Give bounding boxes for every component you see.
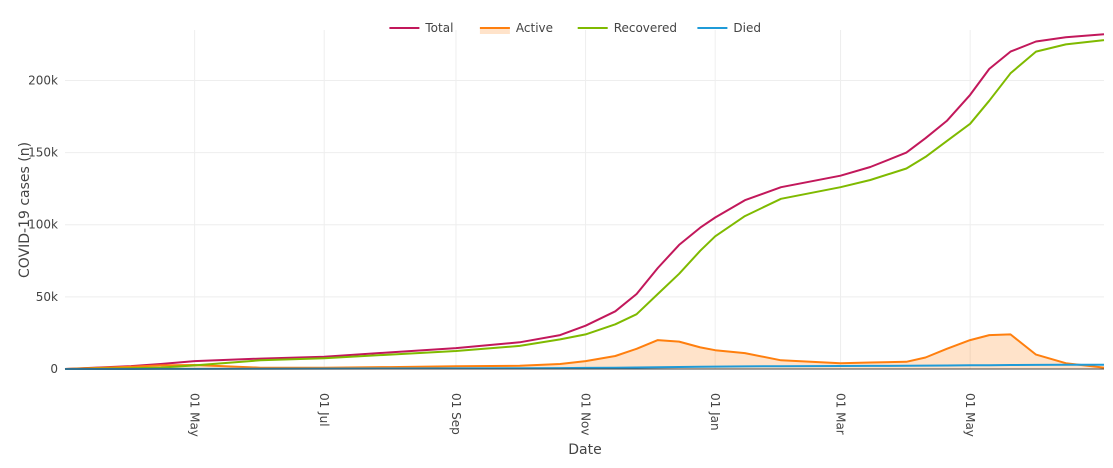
x-tick-label: 01 Mar — [834, 393, 848, 435]
legend-label: Active — [516, 21, 553, 35]
x-axis-ticks: 01 May 01 Jul 01 Sep 01 Nov 01 Jan 01 Mar 01 M… — [188, 393, 978, 437]
legend-label: Recovered — [614, 21, 677, 35]
series-line-total — [64, 33, 1105, 370]
x-tick-label: 01 May — [188, 393, 202, 437]
y-tick-label: 200k — [28, 73, 58, 87]
gridlines — [65, 30, 1104, 369]
x-tick-label: 01 Jul — [317, 393, 331, 427]
y-tick-label: 0 — [50, 362, 58, 376]
legend-label: Total — [424, 21, 453, 35]
legend: Total Active Recovered Died — [389, 21, 761, 35]
legend-item-died[interactable]: Died — [697, 21, 761, 35]
legend-label: Died — [733, 21, 761, 35]
x-tick-label: 01 Jan — [708, 393, 722, 431]
series-lines — [64, 33, 1105, 370]
x-tick-label: 01 Nov — [579, 393, 593, 436]
legend-swatch-fill — [479, 28, 510, 34]
legend-item-total[interactable]: Total — [389, 21, 453, 35]
legend-item-active[interactable]: Active — [479, 21, 553, 35]
x-tick-label: 01 May — [963, 393, 977, 437]
y-tick-label: 100k — [28, 218, 58, 232]
y-tick-label: 50k — [36, 290, 58, 304]
y-axis-ticks: 0 50k 100k 150k 200k — [28, 73, 58, 376]
y-tick-label: 150k — [28, 146, 58, 160]
series-line-recovered — [64, 39, 1105, 370]
x-tick-label: 01 Sep — [449, 393, 463, 435]
legend-item-recovered[interactable]: Recovered — [577, 21, 677, 35]
y-axis-title: COVID-19 cases (n) — [17, 142, 33, 278]
x-axis-title: Date — [568, 442, 601, 458]
